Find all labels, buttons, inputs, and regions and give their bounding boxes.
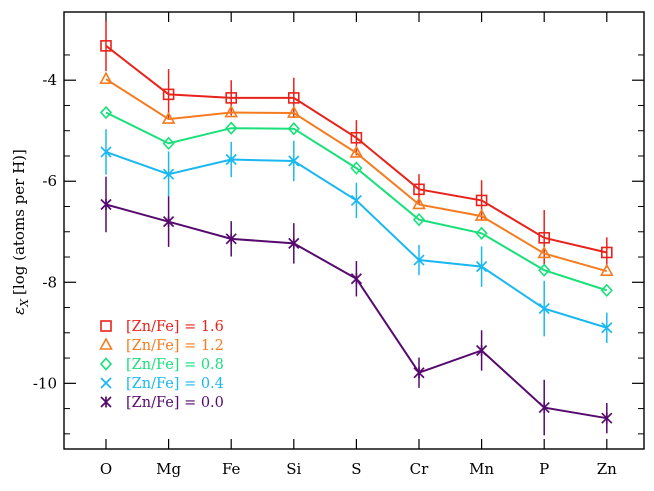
data-point — [474, 208, 489, 221]
series-line — [105, 150, 608, 329]
data-point — [413, 254, 425, 266]
data-point — [350, 131, 363, 144]
y-axis-unit: [log (atoms per H)] — [10, 149, 28, 295]
data-point — [287, 92, 300, 104]
data-point — [475, 194, 488, 207]
x-tick-label: Si — [286, 460, 301, 478]
data-point — [475, 344, 488, 357]
data-point — [225, 153, 237, 166]
data-point — [538, 263, 551, 277]
data-point — [100, 40, 112, 52]
data-point — [599, 263, 614, 276]
axes-layer: -4 -6 -8 -10 O Mg Fe Si S Cr Mn P Zn — [33, 12, 644, 478]
data-point — [99, 105, 113, 120]
data-point — [538, 401, 550, 414]
data-point — [413, 367, 425, 379]
series-0 — [100, 20, 613, 268]
data-point — [162, 216, 175, 228]
x-tick-label: Fe — [222, 460, 241, 478]
legend-label: [Zn/Fe] = 0.8 — [126, 357, 224, 373]
data-point — [288, 237, 300, 249]
data-point — [350, 273, 363, 285]
series-2 — [99, 105, 613, 298]
y-axis-symbol: ε — [10, 307, 28, 315]
plot-frame — [63, 11, 645, 450]
y-tick-label: -10 — [33, 374, 57, 392]
data-point — [225, 121, 238, 135]
data-point — [601, 322, 613, 334]
data-point — [601, 412, 613, 424]
series-3 — [100, 129, 613, 343]
x-tick-label: P — [539, 460, 549, 478]
data-point — [162, 136, 175, 151]
y-axis-title: εX [log (atoms per H)] — [10, 149, 31, 315]
legend-label: [Zn/Fe] = 1.6 — [126, 319, 224, 335]
data-point — [286, 105, 301, 118]
y-tick-label: -4 — [42, 71, 57, 89]
x-tick-label: O — [100, 460, 112, 478]
data-point — [538, 302, 550, 315]
data-point — [412, 212, 426, 227]
data-point — [100, 198, 112, 211]
legend-label: [Zn/Fe] = 1.2 — [126, 338, 224, 354]
series-line — [105, 78, 608, 273]
data-point — [475, 226, 488, 240]
data-point — [475, 261, 488, 273]
legend-label: [Zn/Fe] = 0.4 — [126, 376, 224, 392]
data-point — [162, 88, 175, 101]
x-tick-label: Cr — [410, 460, 429, 478]
data-point — [538, 232, 551, 244]
legend-marker — [100, 377, 112, 389]
data-point — [537, 245, 552, 259]
legend-marker — [100, 396, 112, 408]
series-layer — [99, 20, 614, 436]
y-tick-label: -6 — [42, 172, 57, 190]
data-point — [288, 155, 300, 167]
data-point — [600, 246, 613, 259]
data-point — [162, 168, 175, 180]
data-point — [225, 233, 237, 245]
data-point — [413, 183, 425, 196]
data-point — [600, 283, 613, 298]
x-tick-label: S — [351, 460, 361, 478]
series-4 — [100, 176, 613, 436]
series-1 — [99, 71, 614, 276]
data-point — [349, 145, 364, 158]
data-point — [350, 194, 363, 207]
data-point — [350, 161, 363, 175]
y-axis-subscript: X — [18, 298, 31, 308]
x-tick-label: Mg — [156, 460, 181, 478]
data-point — [412, 196, 426, 210]
legend-label: [Zn/Fe] = 0.0 — [126, 395, 224, 411]
data-point — [287, 122, 300, 136]
legend: [Zn/Fe] = 1.6 [Zn/Fe] = 1.2 [Zn/Fe] = 0.8 [… — [99, 319, 224, 411]
data-point — [225, 92, 237, 104]
data-point — [100, 146, 112, 158]
series-line — [105, 111, 608, 292]
series-line — [105, 45, 608, 254]
y-tick-label: -8 — [42, 273, 57, 291]
legend-marker — [99, 337, 113, 350]
legend-marker — [100, 320, 112, 332]
x-tick-label: Mn — [469, 460, 494, 478]
data-point — [224, 104, 239, 118]
x-tick-label: Zn — [597, 460, 617, 478]
data-point — [161, 111, 176, 124]
data-point — [99, 71, 113, 84]
legend-marker — [99, 357, 113, 371]
